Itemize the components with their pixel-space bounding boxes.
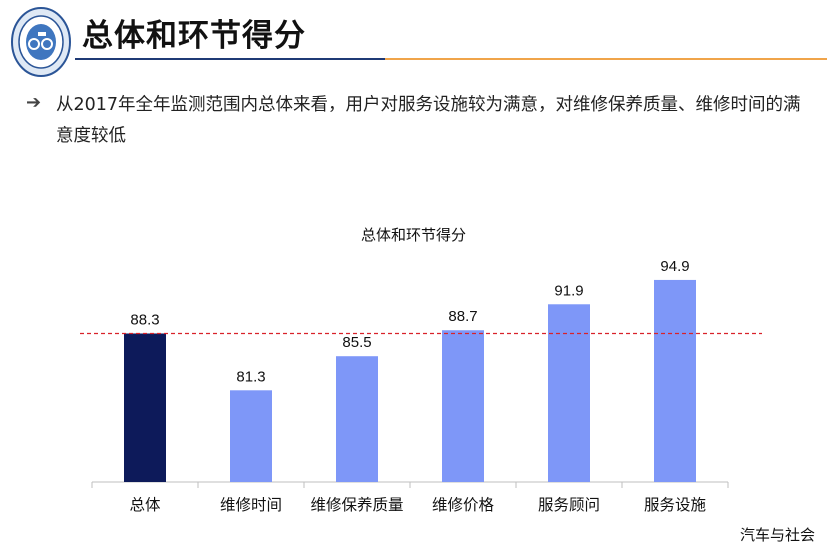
title-rule-right <box>385 58 827 60</box>
x-tick-label-0: 总体 <box>129 496 161 514</box>
page-title: 总体和环节得分 <box>82 18 306 54</box>
x-tick-label-4: 服务顾问 <box>538 496 600 514</box>
bullet-text: 从2017年全年监测范围内总体来看，用户对服务设施较为满意，对维修保养质量、维修… <box>56 95 801 146</box>
watermark: 汽车与社会 <box>739 526 815 544</box>
data-label-5: 94.9 <box>660 258 689 275</box>
data-label-2: 85.5 <box>342 334 371 351</box>
x-tick-label-3: 维修价格 <box>432 496 495 514</box>
chart-title: 总体和环节得分 <box>360 226 466 244</box>
data-label-1: 81.3 <box>236 368 265 385</box>
bar-3 <box>442 330 484 482</box>
bar-5 <box>654 279 696 482</box>
data-label-4: 91.9 <box>554 282 583 299</box>
bar-0 <box>124 333 166 482</box>
data-label-3: 88.7 <box>448 308 477 325</box>
x-tick-label-1: 维修时间 <box>220 496 282 514</box>
x-tick-label-5: 服务设施 <box>644 496 706 514</box>
title-rule-left <box>75 58 385 60</box>
bar-2 <box>336 356 378 482</box>
bar-1 <box>230 390 272 482</box>
bar-4 <box>548 304 590 482</box>
data-label-0: 88.3 <box>130 311 159 328</box>
x-tick-label-2: 维修保养质量 <box>310 496 403 514</box>
arrow-right-icon: ➔ <box>26 92 42 113</box>
circular-seal-logo <box>10 6 72 78</box>
